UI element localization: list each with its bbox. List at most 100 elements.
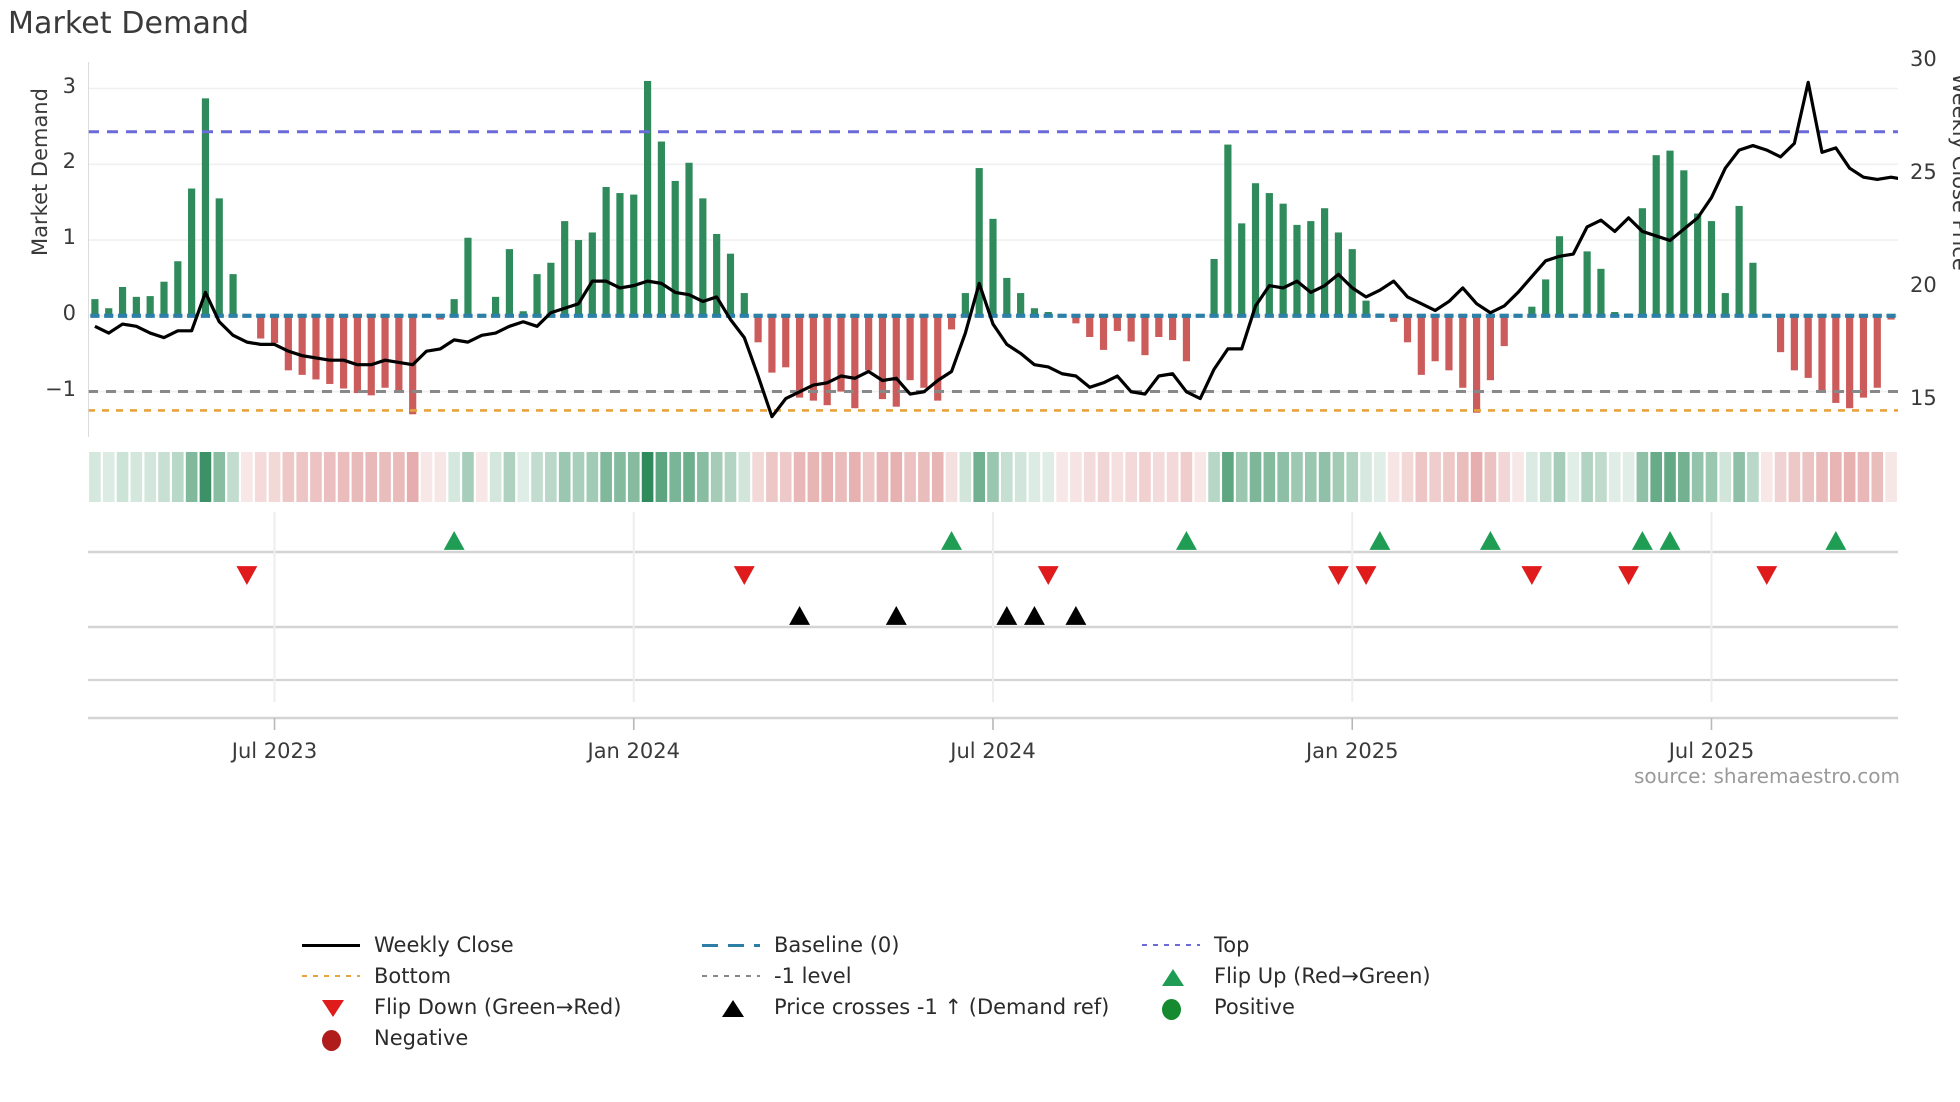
demand-bar xyxy=(1694,213,1702,316)
strip-cell xyxy=(462,452,474,502)
legend-item-weekly-close[interactable]: Weekly Close xyxy=(300,935,700,957)
legend-label: Flip Up (Red→Green) xyxy=(1214,964,1431,988)
legend-item-bottom[interactable]: Bottom xyxy=(300,966,700,988)
demand-bar xyxy=(1265,193,1273,316)
legend-item-minus-one-level[interactable]: -1 level xyxy=(700,966,1140,988)
x-axis-tick-label: Jul 2025 xyxy=(1667,739,1754,763)
y-axis-right-tick: 25 xyxy=(1910,159,1937,184)
demand-bar xyxy=(588,232,596,316)
strip-cell xyxy=(931,452,944,502)
demand-bar xyxy=(284,315,292,371)
demand-bar xyxy=(1804,315,1812,378)
strip-cell xyxy=(323,452,336,502)
legend-label: Negative xyxy=(374,1026,469,1050)
strip-cell xyxy=(1788,452,1801,502)
demand-bar xyxy=(1279,203,1287,316)
strip-cell xyxy=(1871,452,1884,502)
demand-bar xyxy=(1666,150,1674,316)
x-axis-tick-label: Jul 2024 xyxy=(948,739,1035,763)
demand-bar xyxy=(754,315,762,343)
strip-cell xyxy=(1664,452,1676,502)
y-axis-left-tick: −1 xyxy=(45,376,76,401)
strip-cell xyxy=(282,452,295,502)
strip-cell xyxy=(1056,452,1068,502)
demand-bar xyxy=(1790,315,1798,371)
demand-bar xyxy=(1238,223,1246,316)
main-plot xyxy=(88,62,1898,437)
strip-cell xyxy=(1194,452,1207,502)
demand-bar xyxy=(1486,315,1494,381)
legend-label: Weekly Close xyxy=(374,933,514,957)
strip-cell xyxy=(641,452,654,502)
demand-bar xyxy=(450,299,458,316)
demand-bar xyxy=(1680,170,1688,316)
demand-bar xyxy=(1210,258,1218,316)
legend-item-negative[interactable]: Negative xyxy=(300,1026,700,1051)
strip-cell xyxy=(1650,452,1663,502)
demand-bar xyxy=(602,187,610,316)
flip-down-marker xyxy=(1756,566,1778,585)
legend-item-top[interactable]: Top xyxy=(1140,935,1560,957)
strip-cell xyxy=(738,452,751,502)
demand-bar xyxy=(837,315,845,392)
strip-cell xyxy=(1443,452,1455,502)
strip-cell xyxy=(1083,452,1096,502)
strip-cell xyxy=(1263,452,1276,502)
strip-cell xyxy=(1332,452,1345,502)
strip-cell xyxy=(655,452,668,502)
demand-bar xyxy=(160,281,168,316)
price-cross-marker xyxy=(885,606,907,625)
demand-bar xyxy=(1873,315,1881,388)
demand-bar xyxy=(920,315,928,388)
strip-cell xyxy=(572,452,585,502)
legend-item-positive[interactable]: Positive xyxy=(1140,997,1560,1020)
legend-item-price-cross[interactable]: Price crosses -1 ↑ (Demand ref) xyxy=(700,997,1140,1019)
price-cross-marker xyxy=(789,606,811,625)
demand-bar xyxy=(1528,306,1536,316)
strip-cell xyxy=(420,452,433,502)
strip-cell xyxy=(1291,452,1303,502)
flip-up-marker xyxy=(1479,531,1501,550)
strip-cell xyxy=(1208,452,1220,502)
flip-up-marker xyxy=(443,531,465,550)
demand-bar xyxy=(146,296,154,316)
legend-item-baseline[interactable]: Baseline (0) xyxy=(700,935,1140,957)
demand-bar xyxy=(1362,300,1370,316)
demand-bar xyxy=(1182,315,1191,362)
strip-cell xyxy=(835,452,847,502)
strip-cell xyxy=(862,452,875,502)
demand-bar xyxy=(1113,315,1121,331)
strip-cell xyxy=(1608,452,1621,502)
demand-bar xyxy=(1707,221,1716,316)
strip-cell xyxy=(1636,452,1649,502)
demand-bar xyxy=(906,315,914,381)
legend-item-flip-up[interactable]: Flip Up (Red→Green) xyxy=(1140,966,1560,988)
demand-bar xyxy=(1735,205,1743,316)
strip-cell xyxy=(558,452,571,502)
strip-cell xyxy=(1318,452,1331,502)
strip-cell xyxy=(1042,452,1055,502)
strip-cell xyxy=(1070,452,1082,502)
demand-bar xyxy=(1403,315,1412,343)
strip-cell xyxy=(185,452,198,502)
legend-item-flip-down[interactable]: Flip Down (Green→Red) xyxy=(300,997,700,1019)
circle-darkred-icon xyxy=(300,1028,362,1051)
strip-cell xyxy=(1415,452,1428,502)
minus-one-dot-icon xyxy=(700,966,762,988)
demand-bar xyxy=(312,315,320,380)
demand-bar xyxy=(1445,315,1453,371)
strip-cell xyxy=(1304,452,1317,502)
demand-bar xyxy=(892,315,900,407)
demand-bar xyxy=(91,299,99,316)
demand-bar xyxy=(353,315,362,394)
strip-cell xyxy=(1152,452,1165,502)
legend-label: Top xyxy=(1214,933,1250,957)
triangle-down-red-icon xyxy=(300,997,362,1019)
strip-cell xyxy=(697,452,709,502)
strip-cell xyxy=(959,452,972,502)
strip-cell xyxy=(503,452,516,502)
demand-bar xyxy=(1169,315,1177,341)
strip-cell xyxy=(89,452,101,502)
demand-bar xyxy=(1390,315,1398,322)
strip-cell xyxy=(1553,452,1566,502)
